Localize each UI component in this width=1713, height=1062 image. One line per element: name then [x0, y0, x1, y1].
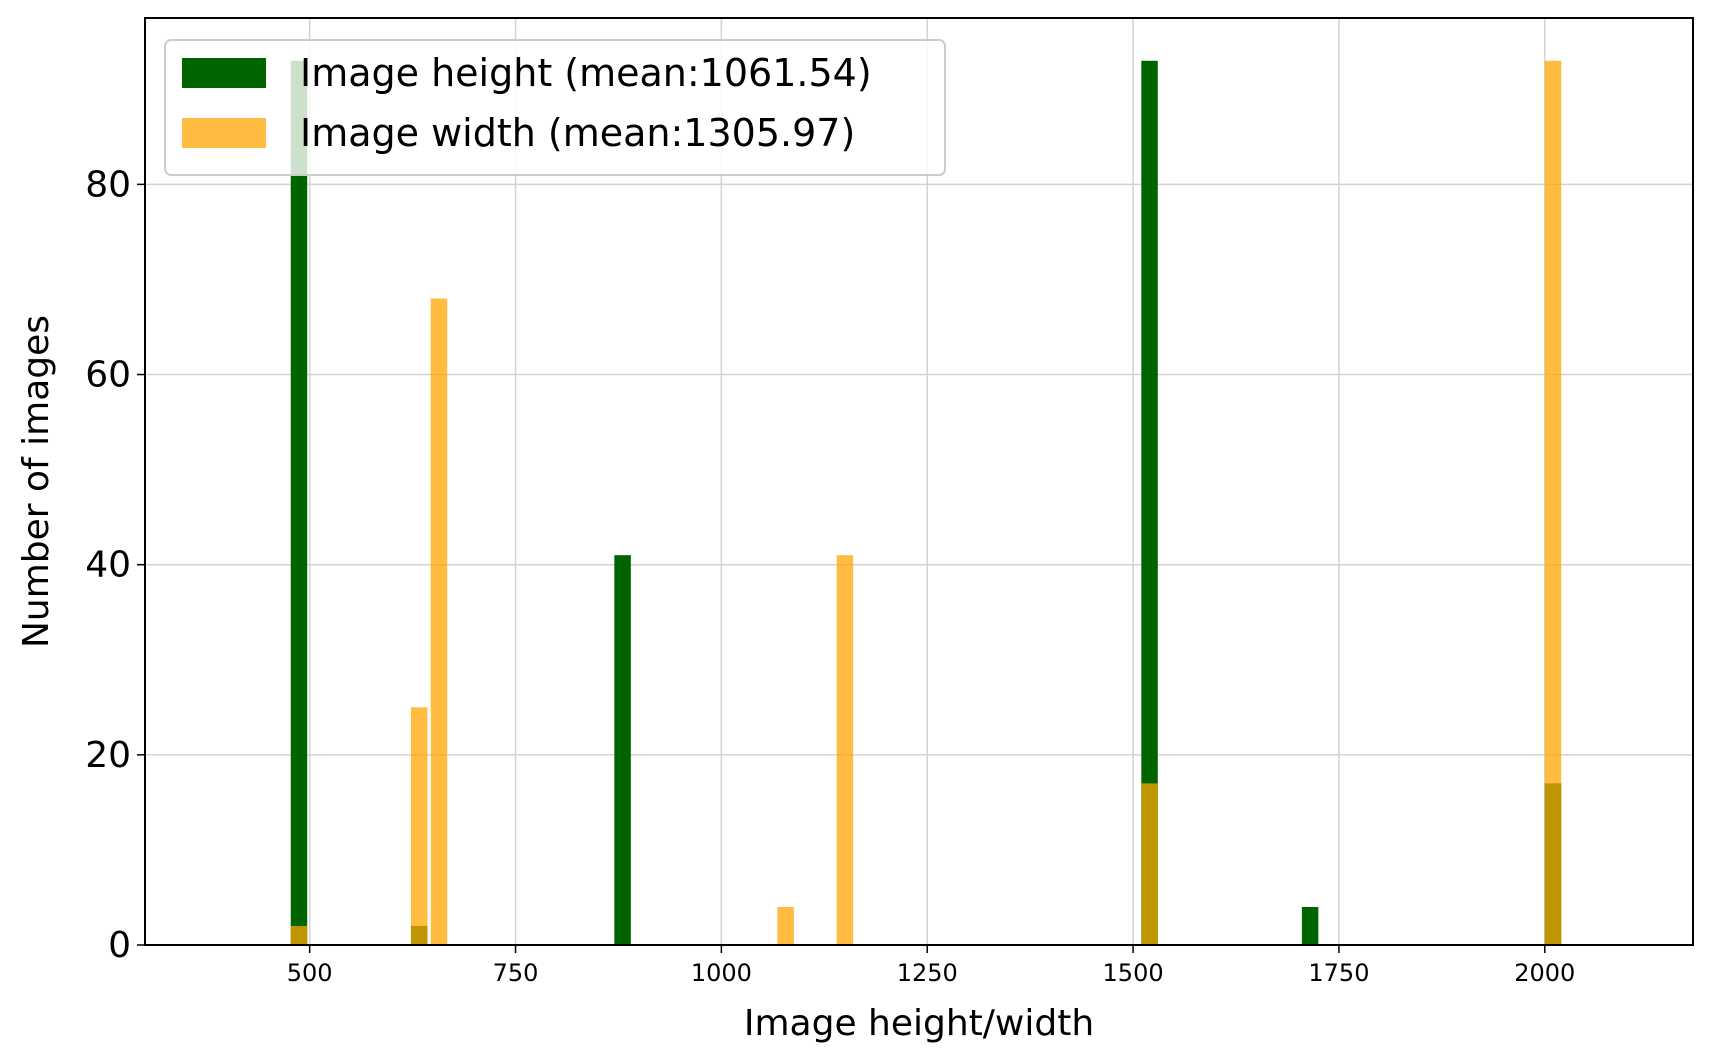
- bar-series-2: [430, 298, 448, 945]
- x-axis-label: Image height/width: [744, 1003, 1094, 1044]
- x-tick-label: 1250: [897, 959, 958, 987]
- bar-series-2: [410, 707, 428, 945]
- bar-series-1: [1301, 906, 1319, 945]
- bar-series-2: [1544, 60, 1562, 946]
- legend-swatch: [182, 58, 266, 88]
- x-tick-label: 750: [493, 959, 539, 987]
- legend-swatch: [182, 118, 266, 148]
- plot-frame: [144, 17, 1694, 946]
- y-tick-label: 40: [85, 545, 131, 586]
- bar-series-2: [1141, 783, 1158, 945]
- x-tick-label: 1750: [1308, 959, 1369, 987]
- x-tick-label: 1000: [691, 959, 752, 987]
- x-tick-label: 2000: [1514, 959, 1575, 987]
- bar-series-1: [614, 555, 631, 945]
- x-axis-ticks: 500 750 1000 1250 1500 1750 2000: [287, 945, 1575, 987]
- y-tick-label: 80: [85, 164, 131, 205]
- y-axis-ticks: 0 20 40 60 80: [85, 164, 145, 966]
- y-tick-label: 60: [85, 355, 131, 396]
- y-tick-label: 0: [108, 925, 131, 966]
- bar-series-2: [836, 555, 854, 945]
- bar-series-2: [777, 906, 794, 945]
- bars: [290, 60, 1562, 946]
- legend-label: Image height (mean:1061.54): [300, 51, 872, 95]
- x-tick-label: 500: [287, 959, 333, 987]
- legend-box: [164, 39, 946, 176]
- legend-label: Image width (mean:1305.97): [300, 111, 855, 155]
- y-axis-label: Number of images: [16, 315, 57, 648]
- bar-series-1: [290, 60, 308, 946]
- y-tick-label: 20: [85, 735, 131, 776]
- bar-series-1: [1141, 60, 1158, 946]
- x-tick-label: 1500: [1103, 959, 1164, 987]
- bar-series-2: [290, 925, 308, 945]
- legend: Image height (mean:1061.54) Image width (…: [164, 39, 946, 176]
